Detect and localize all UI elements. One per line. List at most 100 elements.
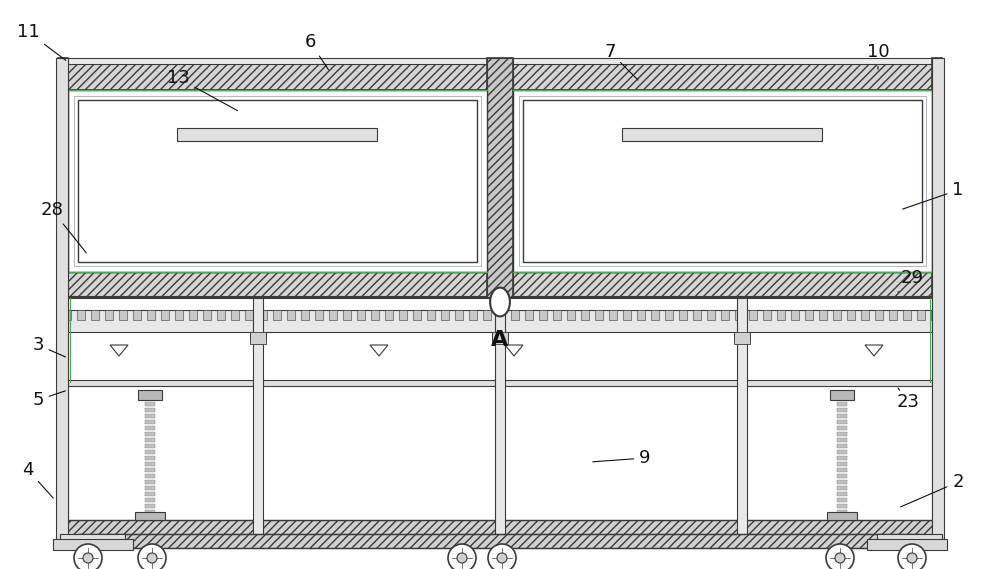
Bar: [145, 402, 155, 406]
Ellipse shape: [490, 287, 510, 316]
Circle shape: [83, 553, 93, 563]
Bar: [145, 486, 155, 490]
Bar: [837, 444, 847, 448]
Bar: [385, 310, 393, 320]
Text: 5: 5: [32, 391, 65, 409]
Circle shape: [488, 544, 516, 569]
Bar: [847, 310, 855, 320]
Bar: [651, 310, 659, 320]
Bar: [58, 272, 942, 300]
Bar: [837, 456, 847, 460]
Bar: [734, 332, 750, 344]
Bar: [78, 534, 922, 548]
Bar: [177, 128, 377, 141]
Text: 2: 2: [901, 473, 964, 507]
Bar: [487, 58, 513, 306]
Bar: [203, 310, 211, 320]
Text: 23: 23: [896, 388, 920, 411]
Bar: [837, 510, 847, 514]
Bar: [301, 310, 309, 320]
Text: 1: 1: [903, 181, 964, 209]
Bar: [903, 310, 911, 320]
Circle shape: [898, 544, 926, 569]
Bar: [609, 310, 617, 320]
Bar: [791, 310, 799, 320]
Bar: [837, 492, 847, 496]
Bar: [53, 539, 133, 550]
Bar: [315, 310, 323, 320]
Text: 9: 9: [593, 449, 651, 467]
Bar: [837, 414, 847, 418]
Bar: [58, 58, 942, 64]
Bar: [119, 310, 127, 320]
Bar: [932, 58, 944, 542]
Bar: [74, 96, 481, 266]
Circle shape: [907, 553, 917, 563]
Bar: [161, 310, 169, 320]
Bar: [623, 310, 631, 320]
Bar: [133, 310, 141, 320]
Bar: [917, 310, 925, 320]
Bar: [487, 58, 513, 306]
Bar: [231, 310, 239, 320]
Text: A: A: [491, 330, 509, 350]
Circle shape: [74, 544, 102, 569]
Bar: [357, 310, 365, 320]
Bar: [523, 100, 922, 262]
Bar: [371, 310, 379, 320]
Circle shape: [138, 544, 166, 569]
Bar: [581, 310, 589, 320]
Bar: [519, 96, 926, 266]
Bar: [145, 414, 155, 418]
Bar: [259, 310, 267, 320]
Bar: [877, 534, 942, 548]
Bar: [737, 298, 747, 542]
Bar: [60, 534, 125, 548]
Bar: [861, 310, 869, 320]
Bar: [495, 298, 505, 542]
Bar: [145, 420, 155, 424]
Bar: [441, 310, 449, 320]
Bar: [77, 310, 85, 320]
Bar: [637, 310, 645, 320]
Bar: [253, 298, 263, 542]
Bar: [665, 310, 673, 320]
Bar: [145, 438, 155, 442]
Bar: [58, 58, 68, 298]
Bar: [273, 310, 281, 320]
Bar: [78, 534, 922, 548]
Bar: [679, 310, 687, 320]
Bar: [830, 390, 854, 400]
Bar: [189, 310, 197, 320]
Bar: [837, 486, 847, 490]
Bar: [329, 310, 337, 320]
Bar: [58, 62, 942, 90]
Bar: [837, 396, 847, 400]
Bar: [693, 310, 701, 320]
Bar: [250, 332, 266, 344]
Bar: [513, 90, 932, 272]
Text: 3: 3: [32, 336, 65, 357]
Bar: [145, 450, 155, 454]
Bar: [413, 310, 421, 320]
Circle shape: [826, 544, 854, 569]
Bar: [58, 62, 942, 90]
Bar: [58, 298, 942, 542]
Bar: [749, 310, 757, 320]
Bar: [567, 310, 575, 320]
Bar: [763, 310, 771, 320]
Bar: [91, 310, 99, 320]
Bar: [469, 310, 477, 320]
Bar: [837, 408, 847, 412]
Bar: [622, 128, 822, 141]
Bar: [58, 272, 942, 300]
Bar: [145, 426, 155, 430]
Bar: [145, 468, 155, 472]
Bar: [58, 380, 942, 386]
Bar: [837, 450, 847, 454]
Bar: [833, 310, 841, 320]
Bar: [63, 310, 71, 320]
Bar: [837, 402, 847, 406]
Bar: [932, 298, 942, 542]
Bar: [58, 298, 68, 542]
